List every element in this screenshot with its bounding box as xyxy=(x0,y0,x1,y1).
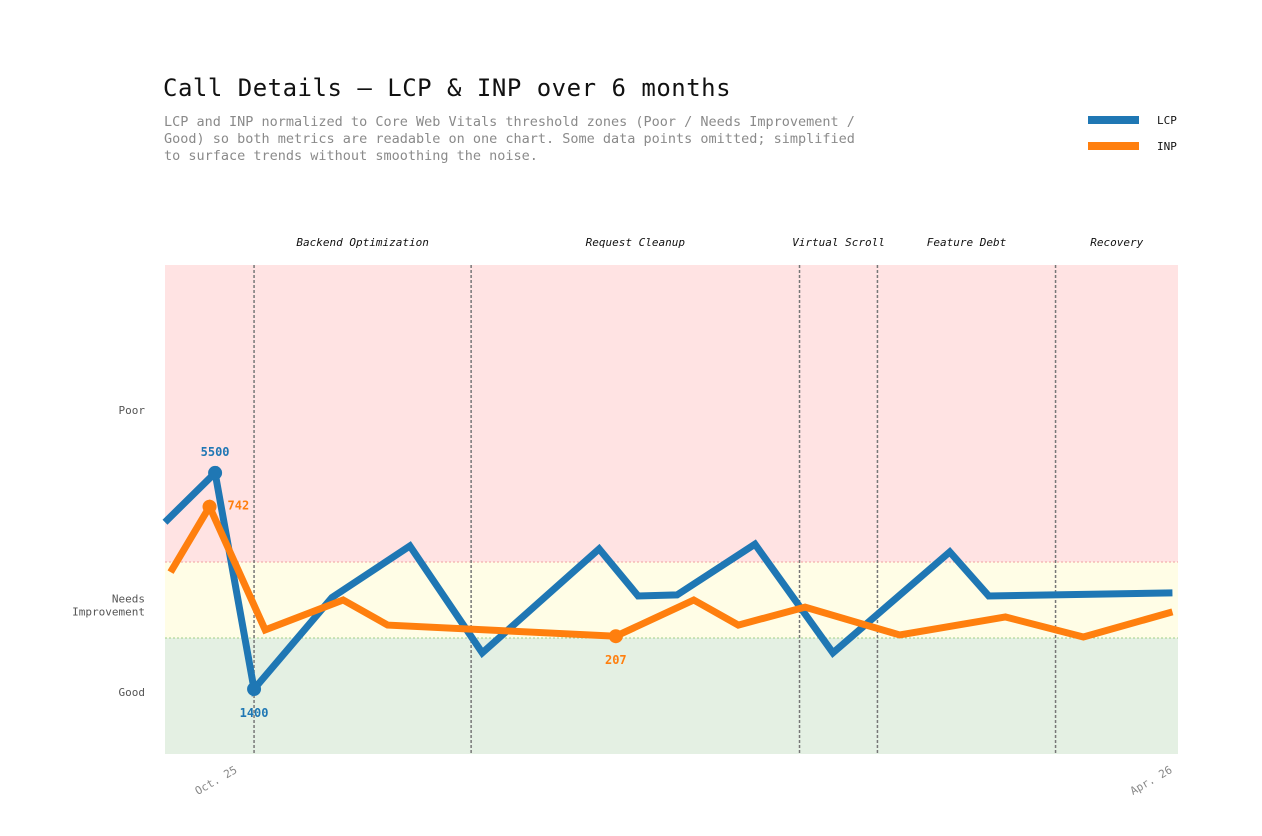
phase-label: Virtual Scroll xyxy=(792,236,885,249)
inp-line xyxy=(167,499,1174,641)
legend-swatch-lcp xyxy=(1088,116,1139,124)
zone-label: Needs xyxy=(112,593,145,606)
inp-data-label: 742 xyxy=(228,499,250,513)
zone-good xyxy=(165,638,1178,754)
legend-label-lcp: LCP xyxy=(1157,114,1177,127)
lcp-point xyxy=(247,682,262,697)
chart-subtitle: LCP and INP normalized to Core Web Vital… xyxy=(164,114,855,164)
phase-label: Recovery xyxy=(1090,236,1143,249)
lcp-point xyxy=(208,465,223,480)
zone-needs-improvement xyxy=(165,562,1178,638)
lcp-line xyxy=(162,465,1173,697)
phase-label: Request Cleanup xyxy=(586,236,686,249)
inp-point xyxy=(202,499,217,514)
lcp-data-label: 5500 xyxy=(201,445,230,459)
chart-title: Call Details — LCP & INP over 6 months xyxy=(163,74,732,102)
zone-poor xyxy=(165,265,1178,562)
zone-label: Improvement xyxy=(72,606,145,619)
inp-point xyxy=(608,629,623,644)
zone-label: Good xyxy=(119,686,146,699)
zone-label: Poor xyxy=(119,404,146,417)
x-tick-label: Apr. 26 xyxy=(1128,763,1175,797)
lcp-data-label: 1400 xyxy=(240,706,269,720)
legend-label-inp: INP xyxy=(1157,140,1177,153)
legend-swatch-inp xyxy=(1088,142,1139,150)
phase-label: Backend Optimization xyxy=(296,236,428,249)
x-tick-label: Oct. 25 xyxy=(193,763,240,797)
inp-data-label: 207 xyxy=(605,653,627,667)
phase-label: Feature Debt xyxy=(927,236,1007,249)
